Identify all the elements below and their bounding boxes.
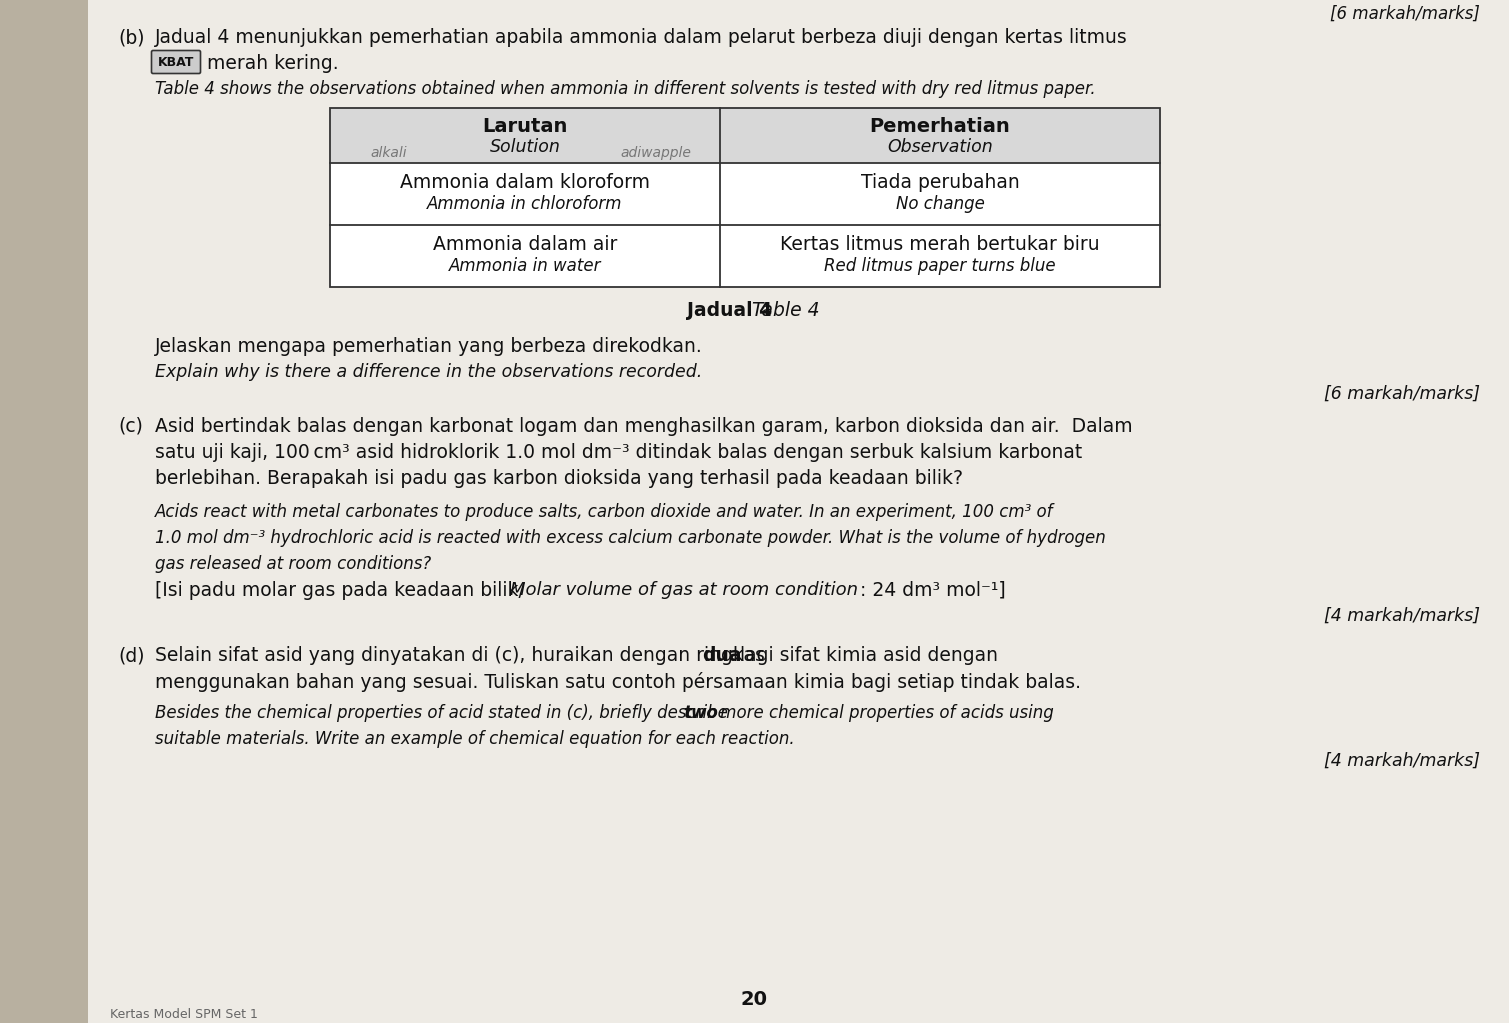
Text: Selain sifat asid yang dinyatakan di (c), huraikan dengan ringkas: Selain sifat asid yang dinyatakan di (c)…: [155, 646, 771, 665]
Bar: [330, 108, 1160, 287]
Text: berlebihan. Berapakah isi padu gas karbon dioksida yang terhasil pada keadaan bi: berlebihan. Berapakah isi padu gas karbo…: [155, 469, 963, 488]
Text: alkali: alkali: [370, 146, 406, 160]
Text: [6 markah/marks]: [6 markah/marks]: [1323, 385, 1480, 403]
Text: Larutan: Larutan: [483, 117, 567, 136]
Text: [4 markah/marks]: [4 markah/marks]: [1323, 607, 1480, 625]
Bar: [0, 0, 88, 1023]
Bar: [330, 108, 1160, 163]
Text: menggunakan bahan yang sesuai. Tuliskan satu contoh pérsamaan kimia bagi setiap : menggunakan bahan yang sesuai. Tuliskan …: [155, 672, 1080, 692]
Text: [6 markah/marks]: [6 markah/marks]: [1329, 5, 1480, 23]
Text: two: two: [684, 704, 718, 722]
Text: gas released at room conditions?: gas released at room conditions?: [155, 555, 432, 573]
Text: Kertas Model SPM Set 1: Kertas Model SPM Set 1: [110, 1008, 258, 1021]
Text: Kertas litmus merah bertukar biru: Kertas litmus merah bertukar biru: [780, 235, 1100, 254]
Text: suitable materials. Write an example of chemical equation for each reaction.: suitable materials. Write an example of …: [155, 730, 795, 748]
Text: Acids react with metal carbonates to produce salts, carbon dioxide and water. In: Acids react with metal carbonates to pro…: [155, 503, 1053, 521]
Text: 20: 20: [741, 990, 768, 1009]
Text: Tiada perubahan: Tiada perubahan: [860, 173, 1020, 192]
Text: [Isi padu molar gas pada keadaan bilik/: [Isi padu molar gas pada keadaan bilik/: [155, 581, 525, 601]
Text: Besides the chemical properties of acid stated in (c), briefly describe: Besides the chemical properties of acid …: [155, 704, 733, 722]
Text: dua: dua: [702, 646, 741, 665]
Text: Explain why is there a difference in the observations recorded.: Explain why is there a difference in the…: [155, 363, 702, 381]
Text: Molar volume of gas at room condition: Molar volume of gas at room condition: [510, 581, 859, 599]
Text: lagi sifat kimia asid dengan: lagi sifat kimia asid dengan: [733, 646, 997, 665]
Text: Solution: Solution: [489, 138, 560, 155]
Text: Asid bertindak balas dengan karbonat logam dan menghasilkan garam, karbon dioksi: Asid bertindak balas dengan karbonat log…: [155, 417, 1133, 436]
Text: No change: No change: [895, 195, 984, 213]
Text: (b): (b): [118, 28, 145, 47]
Text: Jelaskan mengapa pemerhatian yang berbeza direkodkan.: Jelaskan mengapa pemerhatian yang berbez…: [155, 337, 703, 356]
Text: KBAT: KBAT: [158, 55, 195, 69]
Text: Pemerhatian: Pemerhatian: [869, 117, 1011, 136]
FancyBboxPatch shape: [151, 50, 201, 74]
Text: Ammonia in chloroform: Ammonia in chloroform: [427, 195, 623, 213]
Text: Ammonia dalam air: Ammonia dalam air: [433, 235, 617, 254]
Text: Jadual 4: Jadual 4: [687, 301, 773, 320]
Text: 1.0 mol dm⁻³ hydrochloric acid is reacted with excess calcium carbonate powder. : 1.0 mol dm⁻³ hydrochloric acid is reacte…: [155, 529, 1106, 547]
Text: merah kering.: merah kering.: [207, 54, 338, 73]
Text: Table 4: Table 4: [751, 301, 819, 320]
Text: satu uji kaji, 100 cm³ asid hidroklorik 1.0 mol dm⁻³ ditindak balas dengan serbu: satu uji kaji, 100 cm³ asid hidroklorik …: [155, 443, 1082, 462]
Text: (c): (c): [118, 417, 143, 436]
Bar: [330, 108, 1160, 287]
Text: Table 4 shows the observations obtained when ammonia in different solvents is te: Table 4 shows the observations obtained …: [155, 80, 1096, 98]
Text: (d): (d): [118, 646, 145, 665]
Text: Red litmus paper turns blue: Red litmus paper turns blue: [824, 257, 1056, 275]
Text: : 24 dm³ mol⁻¹]: : 24 dm³ mol⁻¹]: [860, 581, 1007, 601]
Text: Jadual 4 menunjukkan pemerhatian apabila ammonia dalam pelarut berbeza diuji den: Jadual 4 menunjukkan pemerhatian apabila…: [155, 28, 1127, 47]
Text: Ammonia in water: Ammonia in water: [448, 257, 601, 275]
Text: more chemical properties of acids using: more chemical properties of acids using: [715, 704, 1053, 722]
Text: Observation: Observation: [887, 138, 993, 155]
Text: adiwapple: adiwapple: [620, 146, 691, 160]
Text: Ammonia dalam kloroform: Ammonia dalam kloroform: [400, 173, 650, 192]
Text: [4 markah/marks]: [4 markah/marks]: [1323, 752, 1480, 770]
